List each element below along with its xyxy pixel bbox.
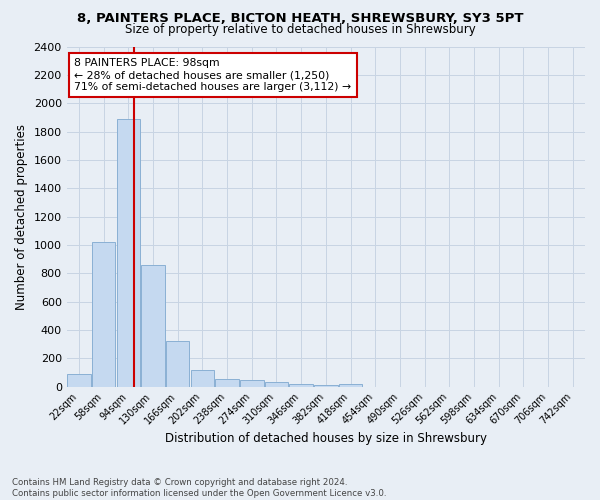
Y-axis label: Number of detached properties: Number of detached properties [15,124,28,310]
Bar [142,265,165,386]
X-axis label: Distribution of detached houses by size in Shrewsbury: Distribution of detached houses by size … [165,432,487,445]
Bar [92,242,115,386]
Text: 8, PAINTERS PLACE, BICTON HEATH, SHREWSBURY, SY3 5PT: 8, PAINTERS PLACE, BICTON HEATH, SHREWSB… [77,12,523,26]
Bar [191,370,214,386]
Text: 8 PAINTERS PLACE: 98sqm
← 28% of detached houses are smaller (1,250)
71% of semi: 8 PAINTERS PLACE: 98sqm ← 28% of detache… [74,58,352,92]
Text: Size of property relative to detached houses in Shrewsbury: Size of property relative to detached ho… [125,22,475,36]
Bar [314,384,338,386]
Text: Contains HM Land Registry data © Crown copyright and database right 2024.
Contai: Contains HM Land Registry data © Crown c… [12,478,386,498]
Bar [116,119,140,386]
Bar [339,384,362,386]
Bar [215,379,239,386]
Bar [67,374,91,386]
Bar [166,342,190,386]
Bar [265,382,288,386]
Bar [240,380,263,386]
Bar [289,384,313,386]
